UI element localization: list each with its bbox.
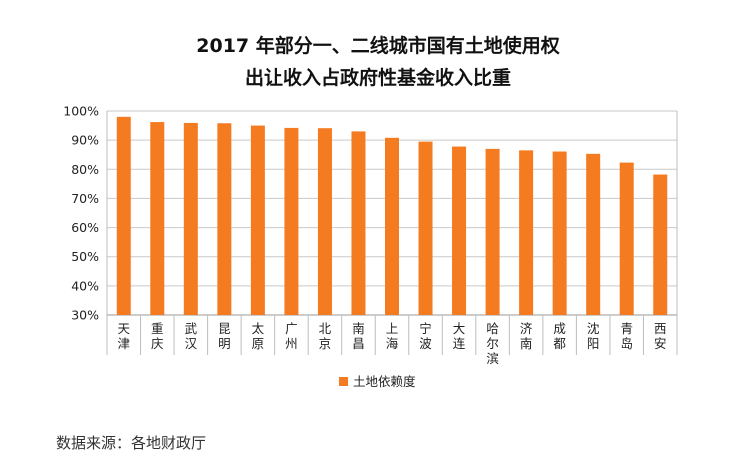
y-tick-label: 80%	[71, 162, 99, 177]
bar-16	[619, 162, 634, 315]
y-tick-label: 100%	[63, 104, 99, 119]
y-tick-label: 90%	[71, 133, 99, 148]
y-tick-label: 30%	[71, 308, 99, 323]
data-source-note: 数据来源：各地财政厅	[56, 434, 207, 452]
x-category-label: 广州	[285, 321, 298, 351]
bar-15	[586, 153, 601, 315]
y-tick-label: 50%	[71, 249, 99, 264]
x-category-label: 哈尔滨	[486, 321, 499, 366]
x-category-label: 大连	[453, 321, 466, 351]
x-category-label: 济南	[520, 321, 533, 351]
x-category-label: 宁波	[419, 321, 432, 351]
bar-3	[183, 122, 198, 315]
x-category-label: 南昌	[352, 321, 365, 351]
bar-14	[552, 151, 567, 315]
bar-8	[351, 131, 366, 315]
legend-swatch	[339, 377, 348, 386]
x-category-label: 上海	[386, 321, 399, 351]
y-tick-label: 40%	[71, 278, 99, 293]
bar-4	[217, 123, 232, 316]
x-category-label: 天津	[118, 321, 131, 351]
bar-7	[317, 128, 332, 315]
x-category-label: 沈阳	[587, 321, 600, 351]
bar-5	[250, 125, 265, 315]
bar-2	[150, 122, 165, 316]
x-category-label: 武汉	[185, 321, 198, 351]
bar-10	[418, 141, 433, 315]
x-category-label: 西安	[654, 321, 667, 351]
x-category-label: 成都	[553, 321, 566, 351]
x-category-label: 昆明	[218, 321, 231, 351]
y-tick-label: 70%	[71, 191, 99, 206]
bar-1	[116, 116, 131, 315]
x-category-label: 重庆	[151, 321, 164, 351]
legend-label: 土地依赖度	[353, 374, 416, 389]
bar-11	[452, 146, 467, 315]
bar-17	[653, 174, 668, 315]
x-category-label: 青岛	[620, 321, 633, 351]
y-tick-label: 60%	[71, 220, 99, 235]
x-category-label: 北京	[319, 321, 332, 351]
bar-12	[485, 148, 500, 315]
chart-title-line-1: 2017 年部分一、二线城市国有土地使用权	[196, 35, 560, 57]
chart-title-line-2: 出让收入占政府性基金收入比重	[244, 67, 511, 89]
bar-6	[284, 127, 299, 315]
bar-9	[385, 137, 399, 315]
x-category-label: 太原	[252, 321, 265, 351]
bar-13	[519, 150, 534, 315]
